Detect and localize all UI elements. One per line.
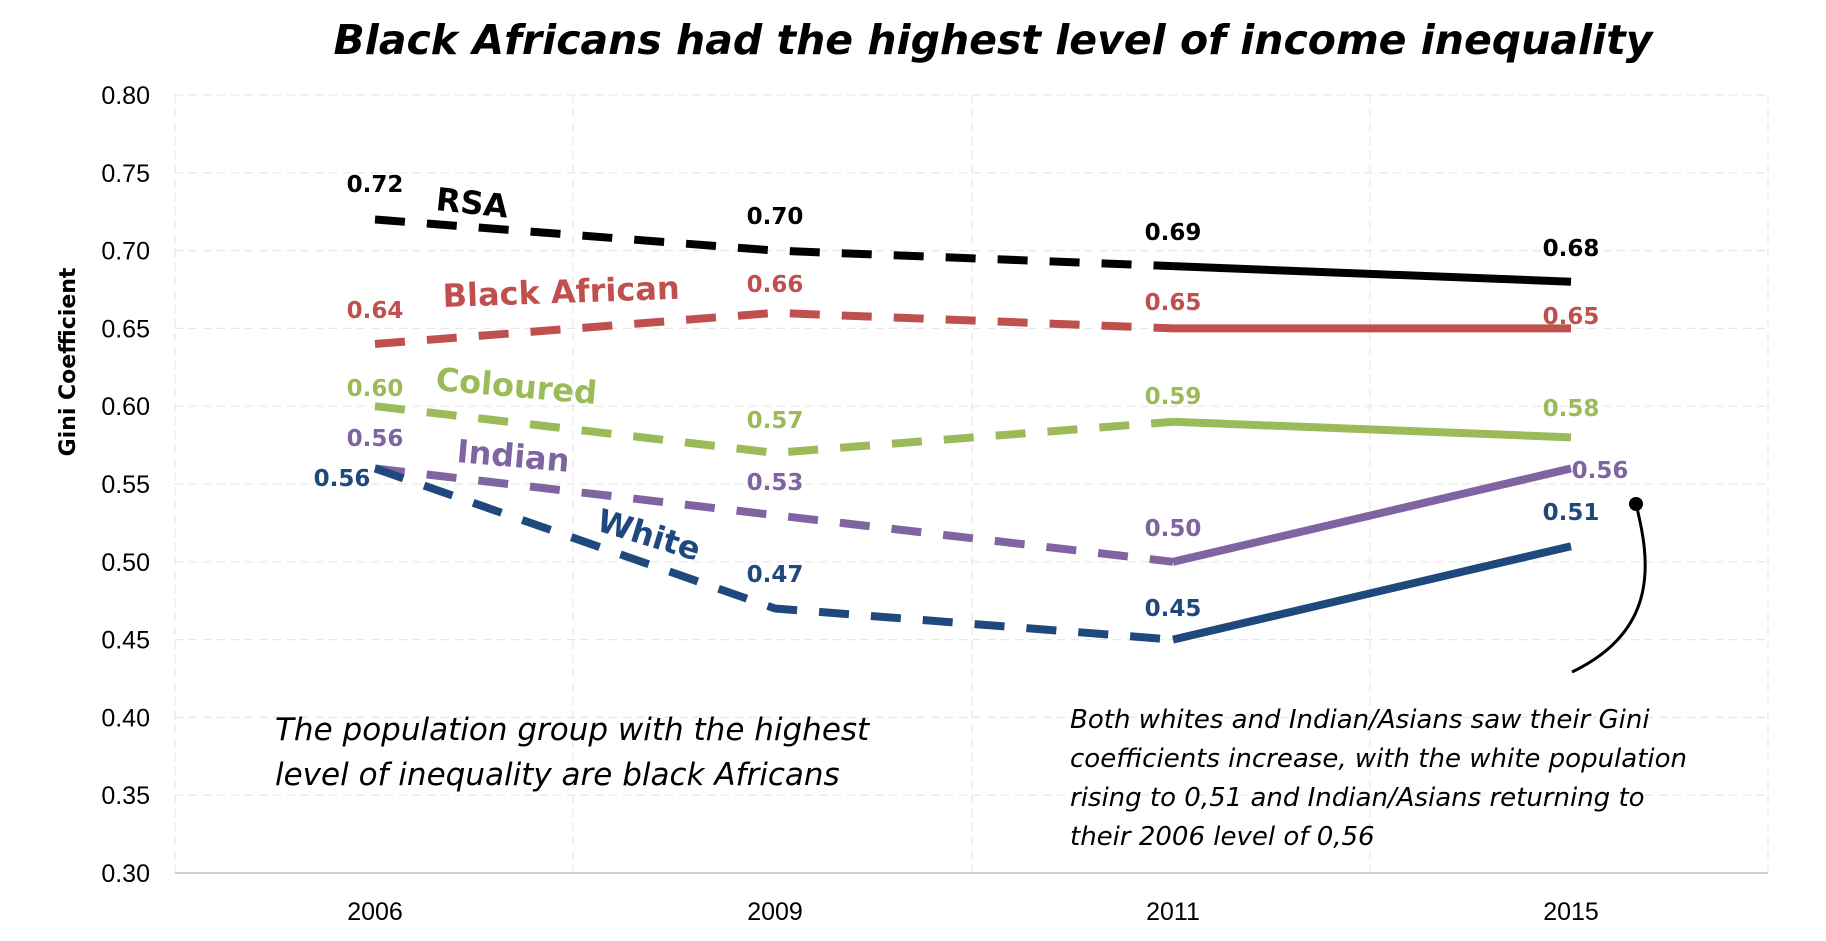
axis-layer: 0.80 0.75 0.70 0.65 0.60 0.55 0.50 0.45 0.40 0.35… xyxy=(101,82,1768,926)
annotation-right-line: coefficients increase, with the white po… xyxy=(1070,744,1687,774)
data-label: 0.56 xyxy=(314,466,371,492)
series-line-solid xyxy=(1172,542,1572,644)
data-label: 0.58 xyxy=(1543,396,1600,422)
x-tick-label: 2009 xyxy=(747,898,803,926)
series-name-label: RSA xyxy=(434,180,510,225)
data-label: 0.56 xyxy=(347,426,404,452)
annotation-left-line: level of inequality are black Africans xyxy=(275,757,840,793)
annotation-left: The population group with the highest le… xyxy=(275,712,879,793)
data-label: 0.65 xyxy=(1145,290,1202,316)
y-tick-label: 0.55 xyxy=(101,471,150,499)
label-layer: 0.72 0.70 0.69 0.68 0.64 0.66 0.65 0.65 0.60 0.57… xyxy=(314,172,1629,622)
x-tick-label: 2015 xyxy=(1543,898,1599,926)
annotation-right-line: Both whites and Indian/Asians saw their … xyxy=(1070,705,1650,735)
data-label: 0.57 xyxy=(747,408,804,434)
data-label: 0.66 xyxy=(747,272,804,298)
data-label: 0.53 xyxy=(747,470,804,496)
grid-layer xyxy=(174,94,1769,873)
data-label: 0.65 xyxy=(1543,304,1600,330)
annotation-right: Both whites and Indian/Asians saw their … xyxy=(1070,705,1695,852)
data-label: 0.64 xyxy=(347,298,404,324)
y-axis-label: Gini Coefficient xyxy=(56,267,81,456)
y-tick-label: 0.60 xyxy=(101,393,150,421)
chart-title: Black Africans had the highest level of … xyxy=(334,16,1655,64)
series-name-label: White xyxy=(593,501,706,568)
series-line-dashed xyxy=(373,464,1174,644)
y-tick-label: 0.30 xyxy=(101,860,150,888)
annotation-left-line: The population group with the highest xyxy=(275,712,871,748)
data-label: 0.47 xyxy=(747,562,804,588)
data-label: 0.60 xyxy=(347,376,404,402)
data-label: 0.69 xyxy=(1145,220,1202,246)
y-tick-label: 0.65 xyxy=(101,315,150,343)
series-line-dashed xyxy=(374,215,1174,271)
data-label: 0.72 xyxy=(347,172,404,198)
annotation-right-line: rising to 0,51 and Indian/Asians returni… xyxy=(1070,783,1645,813)
series-name-label: Indian xyxy=(455,432,571,480)
y-tick-label: 0.50 xyxy=(101,549,150,577)
callout-dot xyxy=(1629,497,1643,511)
series-line-solid xyxy=(1172,262,1572,286)
data-label: 0.70 xyxy=(747,204,804,230)
y-tick-label: 0.70 xyxy=(101,238,150,266)
series-line-solid xyxy=(1172,464,1572,566)
callout-arrow xyxy=(1571,503,1647,674)
x-tick-label: 2006 xyxy=(347,898,403,926)
y-tick-label: 0.35 xyxy=(101,782,150,810)
data-label: 0.50 xyxy=(1145,516,1202,542)
data-label: 0.45 xyxy=(1145,596,1202,622)
series-name-label: Coloured xyxy=(434,360,598,412)
annotation-right-line: their 2006 level of 0,56 xyxy=(1070,822,1375,852)
y-tick-label: 0.80 xyxy=(101,82,150,110)
y-tick-label: 0.40 xyxy=(101,704,150,732)
data-label: 0.56 xyxy=(1572,458,1629,484)
y-tick-label: 0.45 xyxy=(101,627,150,655)
data-label: 0.51 xyxy=(1543,500,1600,526)
data-label: 0.68 xyxy=(1543,236,1600,262)
y-tick-label: 0.75 xyxy=(101,160,150,188)
series-line-solid xyxy=(1172,417,1572,442)
x-tick-label: 2011 xyxy=(1146,898,1200,926)
series-layer xyxy=(373,215,1572,644)
data-label: 0.59 xyxy=(1145,384,1202,410)
series-line-dashed xyxy=(374,308,1174,348)
series-name-label: Black African xyxy=(442,269,680,315)
